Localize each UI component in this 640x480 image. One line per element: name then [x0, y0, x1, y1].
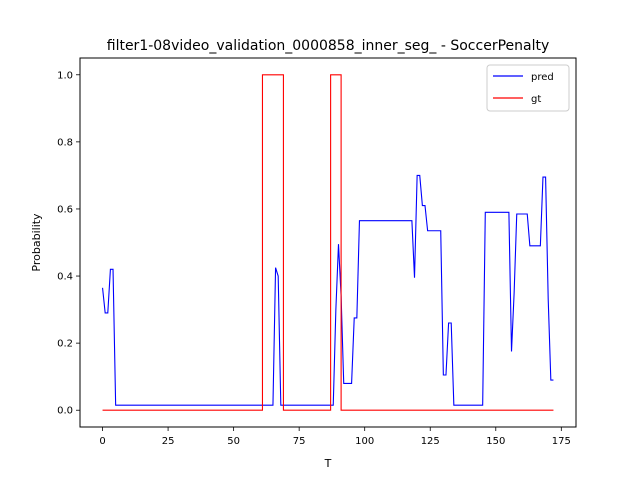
y-tick-label: 0.4 — [57, 272, 73, 283]
y-tick-label: 0.2 — [57, 339, 73, 350]
x-tick-label: 25 — [162, 436, 175, 447]
legend: pred gt — [486, 64, 570, 112]
chart-title: filter1-08video_validation_0000858_inner… — [107, 38, 550, 54]
y-axis: 0.0 0.2 0.4 0.6 0.8 1.0 — [57, 70, 80, 417]
x-axis: 0 25 50 75 100 125 150 175 — [99, 427, 571, 447]
x-axis-label: T — [324, 457, 332, 470]
y-tick-label: 1.0 — [57, 70, 73, 81]
series-line-pred — [102, 174, 554, 406]
legend-label-gt: gt — [531, 94, 541, 105]
y-tick-label: 0.0 — [57, 406, 73, 417]
y-axis-label: Probability — [30, 213, 43, 272]
y-tick-label: 0.6 — [57, 204, 73, 215]
plot-lines — [102, 74, 554, 411]
x-tick-label: 50 — [227, 436, 240, 447]
x-tick-label: 100 — [355, 436, 374, 447]
x-tick-label: 125 — [421, 436, 440, 447]
x-tick-label: 175 — [552, 436, 571, 447]
x-tick-label: 150 — [486, 436, 505, 447]
y-tick-label: 0.8 — [57, 137, 73, 148]
series-line-gt — [102, 74, 554, 411]
legend-label-pred: pred — [531, 72, 554, 83]
plot-area-frame — [79, 57, 577, 428]
x-tick-label: 75 — [293, 436, 306, 447]
legend-box — [486, 64, 570, 112]
x-tick-label: 0 — [99, 436, 105, 447]
